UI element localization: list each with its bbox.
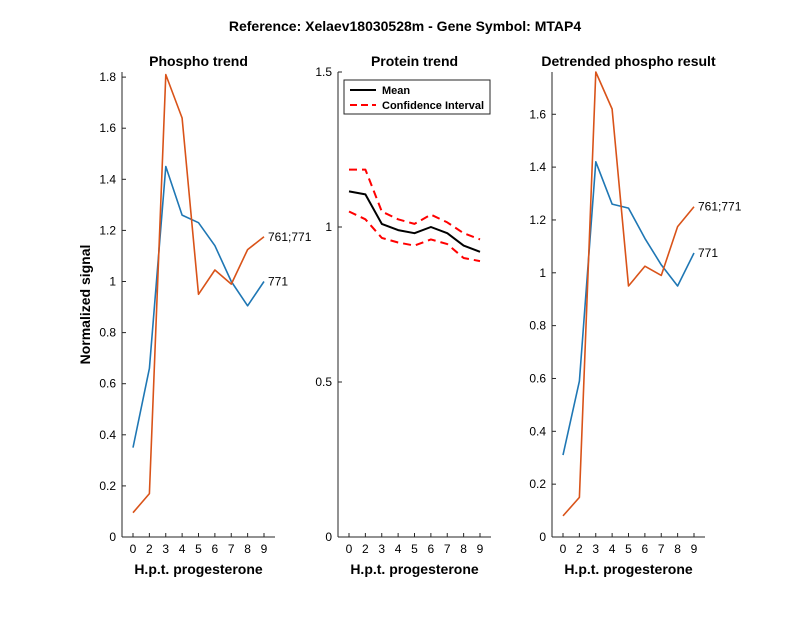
x-tick-label: 0 bbox=[560, 542, 567, 556]
series-line-771 bbox=[562, 161, 695, 456]
x-tick-label: 0 bbox=[346, 542, 353, 556]
x-tick-label: 6 bbox=[212, 542, 219, 556]
series-end-label: 771 bbox=[698, 246, 718, 260]
y-tick-label: 1 bbox=[539, 266, 546, 280]
x-tick-label: 4 bbox=[395, 542, 402, 556]
x-tick-label: 3 bbox=[378, 542, 385, 556]
y-tick-label: 0.8 bbox=[99, 326, 116, 340]
y-tick-label: 1.8 bbox=[99, 70, 116, 84]
x-axis-label: H.p.t. progesterone bbox=[134, 561, 263, 577]
series-line-mean bbox=[348, 190, 481, 253]
series-end-label: 761;771 bbox=[698, 200, 742, 214]
x-tick-label: 0 bbox=[130, 542, 137, 556]
y-tick-label: 0.8 bbox=[529, 319, 546, 333]
x-tick-label: 6 bbox=[428, 542, 435, 556]
y-tick-label: 0.6 bbox=[99, 377, 116, 391]
legend: Mean Confidence Interval bbox=[343, 79, 491, 115]
x-axis-label: H.p.t. progesterone bbox=[564, 561, 693, 577]
y-tick-label: 1.4 bbox=[529, 160, 546, 174]
x-tick-label: 7 bbox=[658, 542, 665, 556]
y-tick-label: 1.2 bbox=[529, 213, 546, 227]
y-tick-label: 1.6 bbox=[529, 107, 546, 121]
x-tick-label: 6 bbox=[642, 542, 649, 556]
x-tick-label: 9 bbox=[477, 542, 484, 556]
panel-phospho: Phospho trend 0 0.2 0.4 0.6 0.8 1 1.2 1.4 1.6 1.8 0… bbox=[77, 53, 312, 577]
panel-title: Phospho trend bbox=[149, 53, 248, 69]
panel-title: Detrended phospho result bbox=[541, 53, 716, 69]
series-line-761-771 bbox=[562, 71, 695, 517]
y-tick-label: 1 bbox=[325, 220, 332, 234]
panel-title: Protein trend bbox=[371, 53, 458, 69]
y-tick-label: 0 bbox=[325, 530, 332, 544]
y-tick-label: 1.5 bbox=[315, 65, 332, 79]
y-tick-label: 1.2 bbox=[99, 223, 116, 237]
x-tick-label: 3 bbox=[592, 542, 599, 556]
x-tick-label: 2 bbox=[146, 542, 153, 556]
series-end-label: 771 bbox=[268, 275, 288, 289]
y-tick-label: 0 bbox=[109, 530, 116, 544]
figure-title: Reference: Xelaev18030528m - Gene Symbol… bbox=[229, 18, 581, 34]
x-tick-label: 5 bbox=[411, 542, 418, 556]
x-axis-label: H.p.t. progesterone bbox=[350, 561, 479, 577]
x-tick-label: 8 bbox=[674, 542, 681, 556]
x-tick-label: 4 bbox=[179, 542, 186, 556]
x-tick-label: 4 bbox=[609, 542, 616, 556]
x-tick-label: 7 bbox=[444, 542, 451, 556]
y-tick-label: 0.2 bbox=[99, 479, 116, 493]
panel-detrended: Detrended phospho result 0 0.2 0.4 0.6 0.8 1 1.… bbox=[529, 53, 741, 577]
legend-entry: Mean bbox=[382, 85, 410, 97]
series-line-confidence-interval bbox=[348, 210, 481, 263]
y-tick-label: 0.6 bbox=[529, 371, 546, 385]
x-tick-label: 8 bbox=[460, 542, 467, 556]
y-axis-label: Normalized signal bbox=[77, 245, 93, 365]
x-tick-label: 9 bbox=[691, 542, 698, 556]
y-tick-label: 0.4 bbox=[529, 424, 546, 438]
series-line-771 bbox=[132, 165, 265, 448]
series-end-label: 761;771 bbox=[268, 230, 312, 244]
y-tick-label: 0.2 bbox=[529, 477, 546, 491]
y-tick-label: 0.4 bbox=[99, 428, 116, 442]
x-tick-label: 5 bbox=[625, 542, 632, 556]
y-tick-label: 0.5 bbox=[315, 375, 332, 389]
x-tick-label: 8 bbox=[244, 542, 251, 556]
y-tick-label: 1.4 bbox=[99, 172, 116, 186]
series-line-761-771 bbox=[132, 73, 265, 514]
x-tick-label: 2 bbox=[362, 542, 369, 556]
series-line-confidence-interval bbox=[349, 168, 481, 241]
legend-entry: Confidence Interval bbox=[382, 100, 484, 112]
x-tick-label: 3 bbox=[162, 542, 169, 556]
legend-box bbox=[343, 79, 491, 115]
x-tick-label: 2 bbox=[576, 542, 583, 556]
x-tick-label: 7 bbox=[228, 542, 235, 556]
y-tick-label: 1 bbox=[109, 275, 116, 289]
x-tick-label: 9 bbox=[261, 542, 268, 556]
y-tick-label: 1.6 bbox=[99, 121, 116, 135]
y-tick-label: 0 bbox=[539, 530, 546, 544]
x-tick-label: 5 bbox=[195, 542, 202, 556]
